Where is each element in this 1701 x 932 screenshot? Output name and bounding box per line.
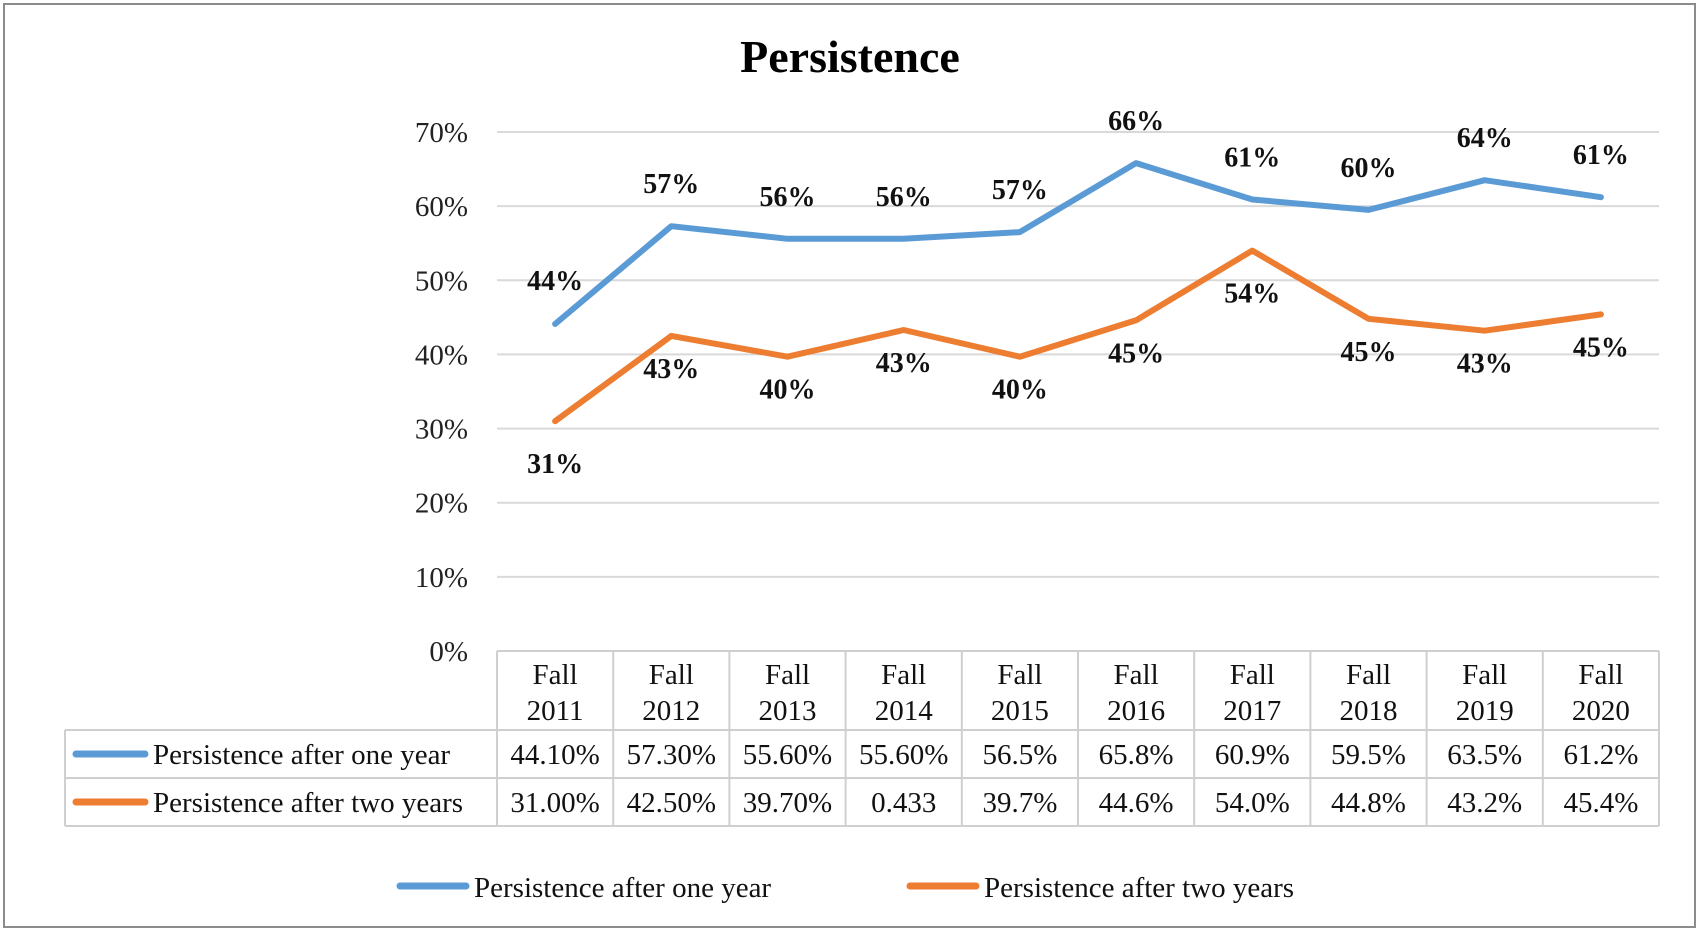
table-cell: 54.0% (1215, 787, 1290, 819)
category-label: Fall (881, 659, 926, 691)
data-label: 45% (1108, 338, 1164, 369)
category-label: Fall (1462, 659, 1507, 691)
data-label: 45% (1573, 332, 1629, 363)
data-label: 56% (876, 182, 932, 213)
y-tick-label: 0% (429, 636, 468, 668)
y-tick-label: 50% (415, 265, 468, 297)
y-tick-label: 40% (415, 339, 468, 371)
data-label: 40% (760, 375, 816, 406)
table-cell: 55.60% (859, 739, 948, 771)
table-cell: 56.5% (982, 739, 1057, 771)
table-cell: 44.10% (510, 739, 599, 771)
table-cell: 45.4% (1563, 787, 1638, 819)
gridlines (497, 131, 1659, 578)
y-tick-label: 70% (415, 117, 468, 149)
chart-title: Persistence (740, 31, 960, 82)
table-series-name: Persistence after one year (153, 739, 450, 771)
category-label: Fall (1230, 659, 1275, 691)
y-tick-label: 20% (415, 488, 468, 520)
category-label: 2017 (1223, 695, 1281, 727)
table-cell: 43.2% (1447, 787, 1522, 819)
data-label: 31% (527, 449, 583, 480)
table-cell: 63.5% (1447, 739, 1522, 771)
category-label: Fall (1114, 659, 1159, 691)
table-cell: 0.433 (871, 787, 936, 819)
category-label: Fall (1346, 659, 1391, 691)
category-label: 2012 (642, 695, 700, 727)
table-cell: 55.60% (743, 739, 832, 771)
y-axis-ticks: 0% 10% 20% 30% 40% 50% 60% 70% (415, 117, 468, 668)
category-label: 2018 (1340, 695, 1398, 727)
series-lines (552, 160, 1604, 425)
category-label: 2016 (1107, 695, 1165, 727)
table-cell: 61.2% (1563, 739, 1638, 771)
series-line-two-years (552, 247, 1604, 425)
data-label: 66% (1108, 106, 1164, 137)
category-label: 2014 (875, 695, 934, 727)
category-label: 2011 (527, 695, 584, 727)
chart-frame (3, 3, 1696, 928)
category-label: 2019 (1456, 695, 1514, 727)
legend: Persistence after one year Persistence af… (396, 872, 1294, 904)
category-label: Fall (765, 659, 810, 691)
y-tick-label: 30% (415, 414, 468, 446)
category-label: Fall (649, 659, 694, 691)
data-label: 40% (992, 375, 1048, 406)
data-label: 64% (1457, 123, 1513, 154)
legend-label: Persistence after one year (474, 872, 771, 904)
data-label: 43% (643, 354, 699, 385)
data-label: 61% (1573, 140, 1629, 171)
legend-label: Persistence after two years (984, 872, 1294, 904)
data-label: 61% (1224, 142, 1280, 173)
table-cell: 60.9% (1215, 739, 1290, 771)
data-label: 44% (527, 266, 583, 297)
table-series-name: Persistence after two years (153, 787, 463, 819)
data-label: 54% (1224, 279, 1280, 310)
y-tick-label: 60% (415, 191, 468, 223)
table-cell: 59.5% (1331, 739, 1406, 771)
category-label: Fall (1578, 659, 1623, 691)
table-cell: 31.00% (510, 787, 599, 819)
table-cell: 39.7% (982, 787, 1057, 819)
category-label: Fall (533, 659, 578, 691)
data-label: 43% (876, 348, 932, 379)
table-cell: 44.6% (1099, 787, 1174, 819)
data-label: 57% (992, 175, 1048, 206)
table-cell: 39.70% (743, 787, 832, 819)
data-label: 56% (760, 182, 816, 213)
y-tick-label: 10% (415, 562, 468, 594)
table-cell: 42.50% (627, 787, 716, 819)
data-label: 60% (1341, 153, 1397, 184)
data-label: 45% (1341, 337, 1397, 368)
data-labels: 44% 57% 56% 56% 57% 66% 61% 60% 64% 61% 31% 43% 40% 4… (527, 106, 1629, 480)
category-label: Fall (997, 659, 1042, 691)
category-label: 2020 (1572, 695, 1630, 727)
data-label: 57% (643, 169, 699, 200)
series-line-one-year (552, 160, 1604, 327)
category-label: 2015 (991, 695, 1049, 727)
table-cell: 65.8% (1099, 739, 1174, 771)
category-label: 2013 (759, 695, 817, 727)
table-cell: 57.30% (627, 739, 716, 771)
data-table: Fall 2011 Fall 2012 Fall 2013 Fall 2014 Fall 2015… (64, 650, 1660, 827)
data-label: 43% (1457, 349, 1513, 380)
table-cell: 44.8% (1331, 787, 1406, 819)
